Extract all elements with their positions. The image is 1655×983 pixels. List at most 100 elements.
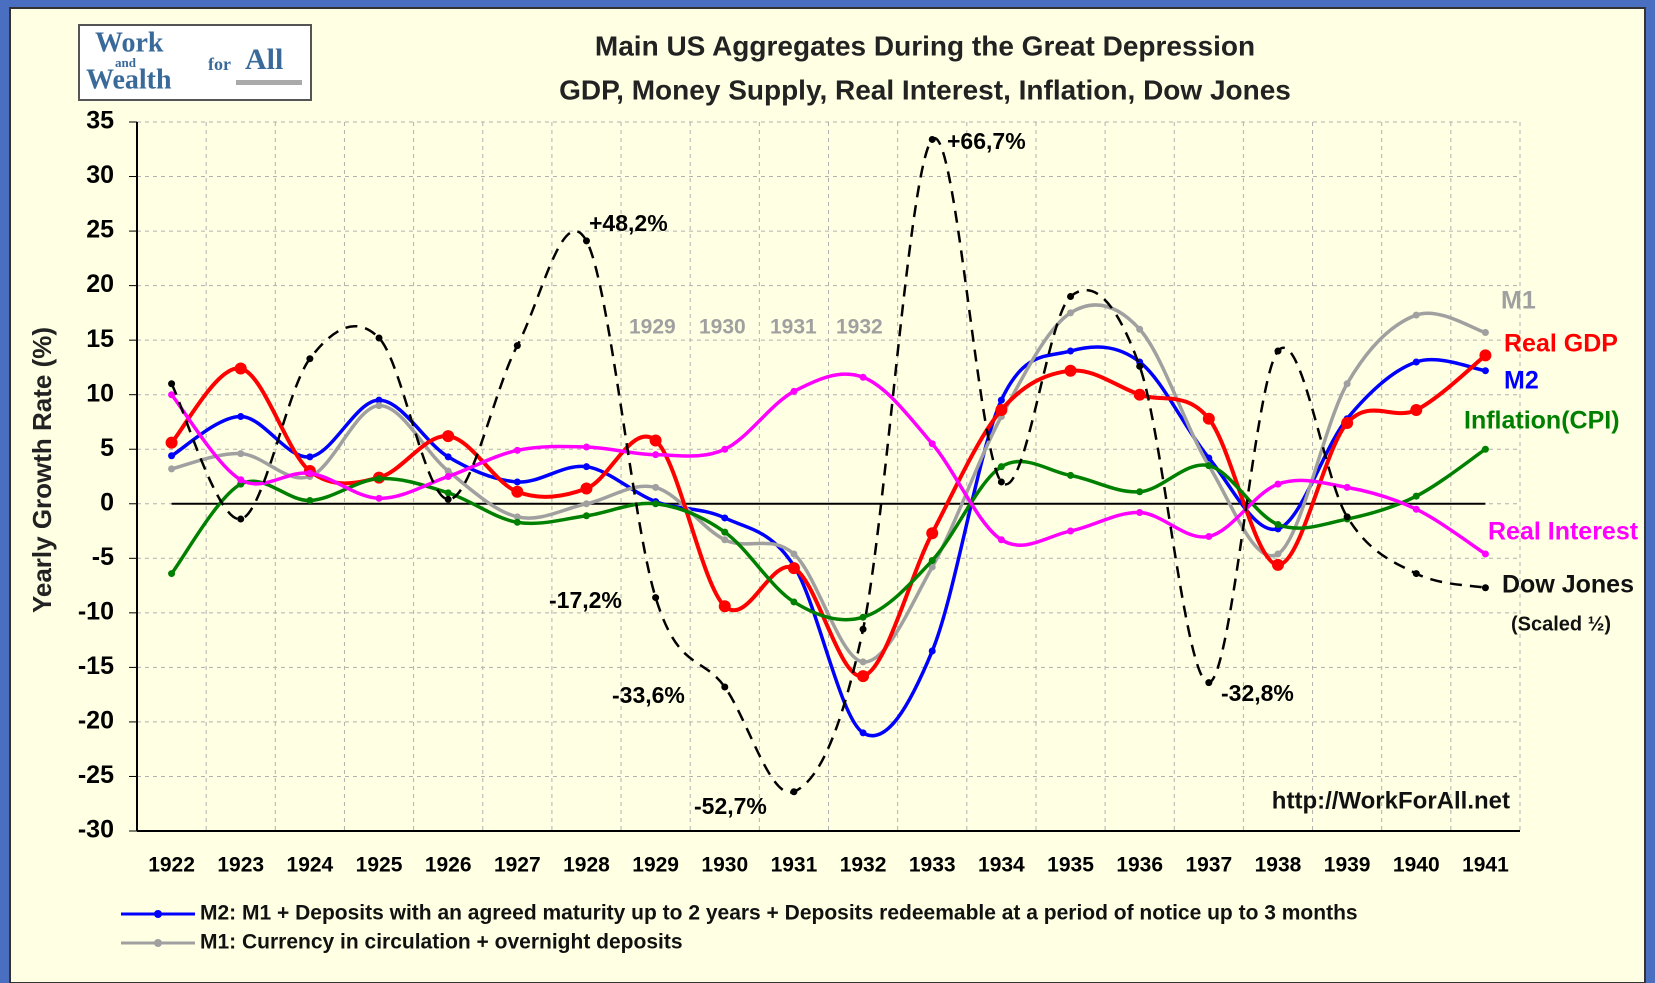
data-point [997, 536, 1005, 544]
x-tick-label: 1936 [1116, 854, 1163, 877]
data-point [168, 452, 176, 460]
x-tick-label: 1937 [1185, 854, 1232, 877]
data-point [513, 478, 521, 486]
series-label: M2 [1504, 367, 1539, 395]
data-point [306, 469, 314, 477]
data-point [1067, 309, 1075, 317]
year-annotation: 1932 [836, 316, 883, 339]
data-point [1479, 349, 1492, 362]
annotation: +48,2% [589, 210, 668, 236]
x-tick-label: 1922 [148, 854, 195, 877]
data-point [1481, 367, 1489, 375]
data-point [1136, 488, 1144, 496]
y-tick-label: -25 [78, 761, 114, 789]
data-point [1136, 508, 1144, 516]
data-point [444, 453, 452, 461]
data-point [790, 387, 798, 395]
data-point [1205, 462, 1213, 470]
data-point [234, 362, 247, 375]
data-point [721, 528, 729, 536]
data-point [582, 512, 590, 520]
data-point [1202, 412, 1215, 425]
data-point [1412, 570, 1420, 578]
data-point [1481, 445, 1489, 453]
y-tick-label: -30 [78, 816, 114, 844]
data-point [859, 729, 867, 737]
data-point [1412, 358, 1420, 366]
x-tick-label: 1938 [1255, 854, 1302, 877]
y-tick-label: 15 [86, 325, 114, 353]
data-point [995, 403, 1008, 416]
data-point [1481, 584, 1489, 592]
y-tick-label: 35 [86, 107, 114, 135]
data-point [928, 647, 936, 655]
data-point [718, 600, 731, 613]
data-point [444, 489, 452, 497]
data-point [237, 476, 245, 484]
data-point [513, 518, 521, 526]
logo: and [115, 55, 137, 70]
annotation: -17,2% [549, 587, 622, 613]
data-point [859, 373, 867, 381]
data-point [721, 514, 729, 522]
data-point [1410, 403, 1423, 416]
data-point [237, 450, 245, 458]
x-tick-label: 1932 [840, 854, 887, 877]
data-point [1274, 520, 1282, 528]
data-point [928, 563, 936, 571]
y-axis-label: Yearly Growth Rate (%) [27, 327, 57, 613]
data-point [1064, 364, 1077, 377]
data-point [859, 625, 867, 633]
data-point [721, 536, 729, 544]
data-point [1067, 471, 1075, 479]
data-point [652, 500, 660, 508]
year-annotation: 1931 [770, 316, 817, 339]
data-point [1067, 293, 1075, 301]
annotation: +66,7% [947, 128, 1026, 154]
data-point [790, 788, 798, 796]
data-point [513, 342, 521, 350]
legend-label: M1: Currency in circulation + overnight … [200, 931, 683, 954]
y-tick-label: 10 [86, 379, 114, 407]
x-tick-label: 1939 [1324, 854, 1371, 877]
x-tick-label: 1928 [563, 854, 610, 877]
data-point [306, 496, 314, 504]
data-point [375, 475, 383, 483]
data-point [1343, 513, 1351, 521]
y-tick-label: 0 [100, 488, 114, 516]
data-point [997, 478, 1005, 486]
data-point [721, 445, 729, 453]
y-tick-label: -10 [78, 597, 114, 625]
data-point [168, 380, 176, 388]
y-tick-label: 30 [86, 161, 114, 189]
legend-label: M2: M1 + Deposits with an agreed maturit… [200, 902, 1358, 925]
logo: Work [95, 27, 164, 58]
series-line [170, 137, 1486, 794]
annotation: -52,7% [694, 793, 767, 819]
data-point [165, 436, 178, 449]
data-point [513, 446, 521, 454]
x-tick-label: 1934 [978, 854, 1025, 877]
annotation: -33,6% [612, 682, 685, 708]
data-point [1205, 532, 1213, 540]
data-point [375, 396, 383, 404]
data-point [859, 658, 867, 666]
data-point [859, 613, 867, 621]
data-point [168, 570, 176, 578]
legend-marker [154, 939, 162, 947]
data-point [1133, 388, 1146, 401]
x-tick-label: 1935 [1047, 854, 1094, 877]
legend-marker [154, 910, 162, 918]
source: http://WorkForAll.net [1272, 787, 1510, 814]
data-point [997, 396, 1005, 404]
year-annotation: 1929 [629, 316, 676, 339]
x-tick-label: 1925 [356, 854, 403, 877]
data-point [1481, 550, 1489, 558]
data-point [582, 443, 590, 451]
data-point [375, 402, 383, 410]
series-label: Real GDP [1504, 330, 1618, 358]
chart-background [9, 7, 1646, 983]
data-point [928, 440, 936, 448]
x-tick-label: 1933 [909, 854, 956, 877]
